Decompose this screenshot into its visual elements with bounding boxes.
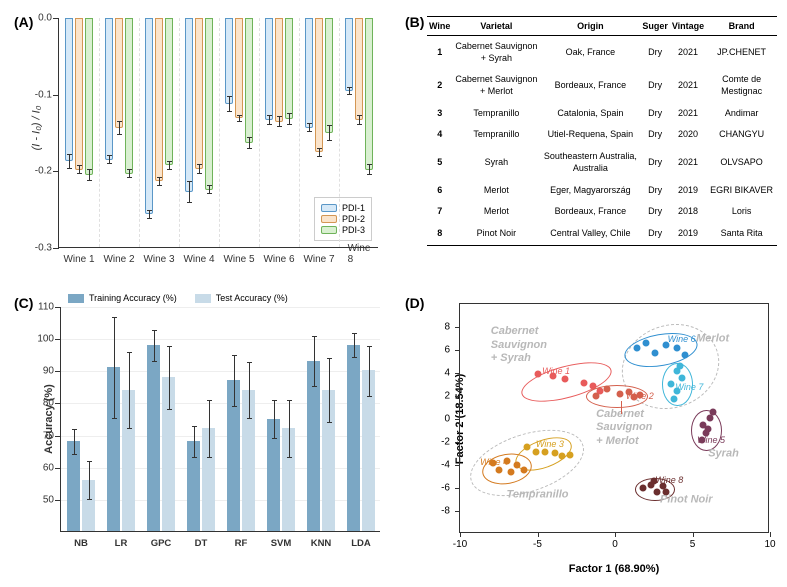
scatter-point [667,380,674,387]
panel-d: (D) Factor 2 (18.54%) Factor 1 (68.90%) … [399,289,784,579]
bar [245,18,253,143]
bar [195,18,203,169]
group-label: CabernetSauvignon+ Syrah [491,326,547,366]
bar [325,18,333,133]
bar [85,18,93,175]
panel-c: (C) Accuracy (%) Training Accuracy (%)Te… [8,289,393,579]
scatter-point [678,374,685,381]
bar [115,18,123,128]
cluster-label: Wine 3 [536,439,564,449]
cluster-label: Wine 8 [655,475,683,485]
table-row: 3TempranilloCatalonia, SpainDry2021Andim… [427,103,777,125]
bar [147,345,160,531]
scatter-point [551,449,558,456]
table-row: 2Cabernet Sauvignon + MerlotBordeaux, Fr… [427,69,777,102]
table-row: 6MerlotEger, MagyarországDry2019EGRI BIK… [427,180,777,202]
bar [345,18,353,91]
panel-a-label: (A) [14,14,33,30]
panel-d-label: (D) [405,295,424,311]
bar [125,18,133,174]
table-header: Suger [640,17,670,36]
cluster-label: Wine 2 [626,391,654,401]
scatter-point [670,395,677,402]
scatter-point [495,466,502,473]
group-label: Merlot [696,332,729,345]
panel-b: (B) WineVarietalOriginSugerVintageBrand1… [399,8,784,283]
bar [65,18,73,161]
panel-b-table: WineVarietalOriginSugerVintageBrand1Cabe… [427,16,777,246]
panel-c-ylabel: Accuracy (%) [43,384,55,454]
bar [205,18,213,190]
bar [305,18,313,128]
panel-c-chart: 5060708090100110NBLRGPCDTRFSVMKNNLDA [60,307,380,532]
scatter-point [709,409,716,416]
bar [355,18,363,120]
bar [285,18,293,119]
group-label: Pinot Noir [660,493,713,506]
bar [315,18,323,152]
bar [165,18,173,165]
scatter-point [639,485,646,492]
panel-a-chart: PDI-1PDI-2PDI-3 0.0-0.1-0.2-0.3Wine 1Win… [58,18,378,248]
scatter-point [593,393,600,400]
panel-d-xlabel: Factor 1 (68.90%) [459,563,769,575]
bar [75,18,83,170]
group-label: Tempranillo [507,488,569,501]
scatter-point [674,345,681,352]
cluster-label: Wine 5 [697,435,725,445]
panel-d-chart: -10-50510-8-6-4-202468Wine 1Wine 2Wine 3… [459,303,769,533]
bar [275,18,283,122]
bar [105,18,113,160]
cluster-label: Wine 7 [675,382,703,392]
scatter-point [604,386,611,393]
scatter-point [643,340,650,347]
bar [155,18,163,181]
cluster-label: Wine 4 [480,457,508,467]
group-label: Syrah [708,447,739,460]
scatter-point [534,371,541,378]
table-row: 4TempranilloUtiel-Requena, SpainDry2020C… [427,124,777,146]
table-row: 7MerlotBordeaux, FranceDry2018Loris [427,201,777,223]
scatter-point [520,466,527,473]
group-label: CabernetSauvignon+ Merlot [596,408,652,448]
scatter-point [652,349,659,356]
scatter-point [562,376,569,383]
panel-a: (A) (I - I₀) / I₀ PDI-1PDI-2PDI-3 0.0-0.… [8,8,393,283]
scatter-point [508,469,515,476]
bar [235,18,243,118]
bar [365,18,373,170]
panel-a-ylabel: (I - I₀) / I₀ [30,106,42,151]
scatter-point [581,379,588,386]
table-header: Vintage [670,17,706,36]
scatter-point [616,391,623,398]
bar [145,18,153,214]
table-header: Origin [540,17,640,36]
bar [265,18,273,120]
table-row: 1Cabernet Sauvignon + SyrahOak, FranceDr… [427,36,777,70]
panel-c-label: (C) [14,295,33,311]
table-row: 8Pinot NoirCentral Valley, ChileDry2019S… [427,223,777,245]
scatter-point [681,351,688,358]
scatter-point [559,453,566,460]
figure: (A) (I - I₀) / I₀ PDI-1PDI-2PDI-3 0.0-0.… [8,8,779,579]
panel-c-legend: Training Accuracy (%)Test Accuracy (%) [68,293,288,303]
cluster-label: Wine 6 [668,334,696,344]
table-header: Brand [706,17,777,36]
scatter-point [633,345,640,352]
panel-a-legend: PDI-1PDI-2PDI-3 [314,197,372,241]
scatter-point [523,443,530,450]
table-header: Varietal [452,17,540,36]
cluster-label: Wine 1 [542,366,570,376]
scatter-point [705,425,712,432]
scatter-point [567,451,574,458]
bar [225,18,233,104]
panel-b-label: (B) [405,14,424,30]
table-header: Wine [427,17,452,36]
bar [347,345,360,531]
table-row: 5SyrahSoutheastern Australia, AustraliaD… [427,146,777,179]
scatter-point [677,363,684,370]
bar [185,18,193,192]
